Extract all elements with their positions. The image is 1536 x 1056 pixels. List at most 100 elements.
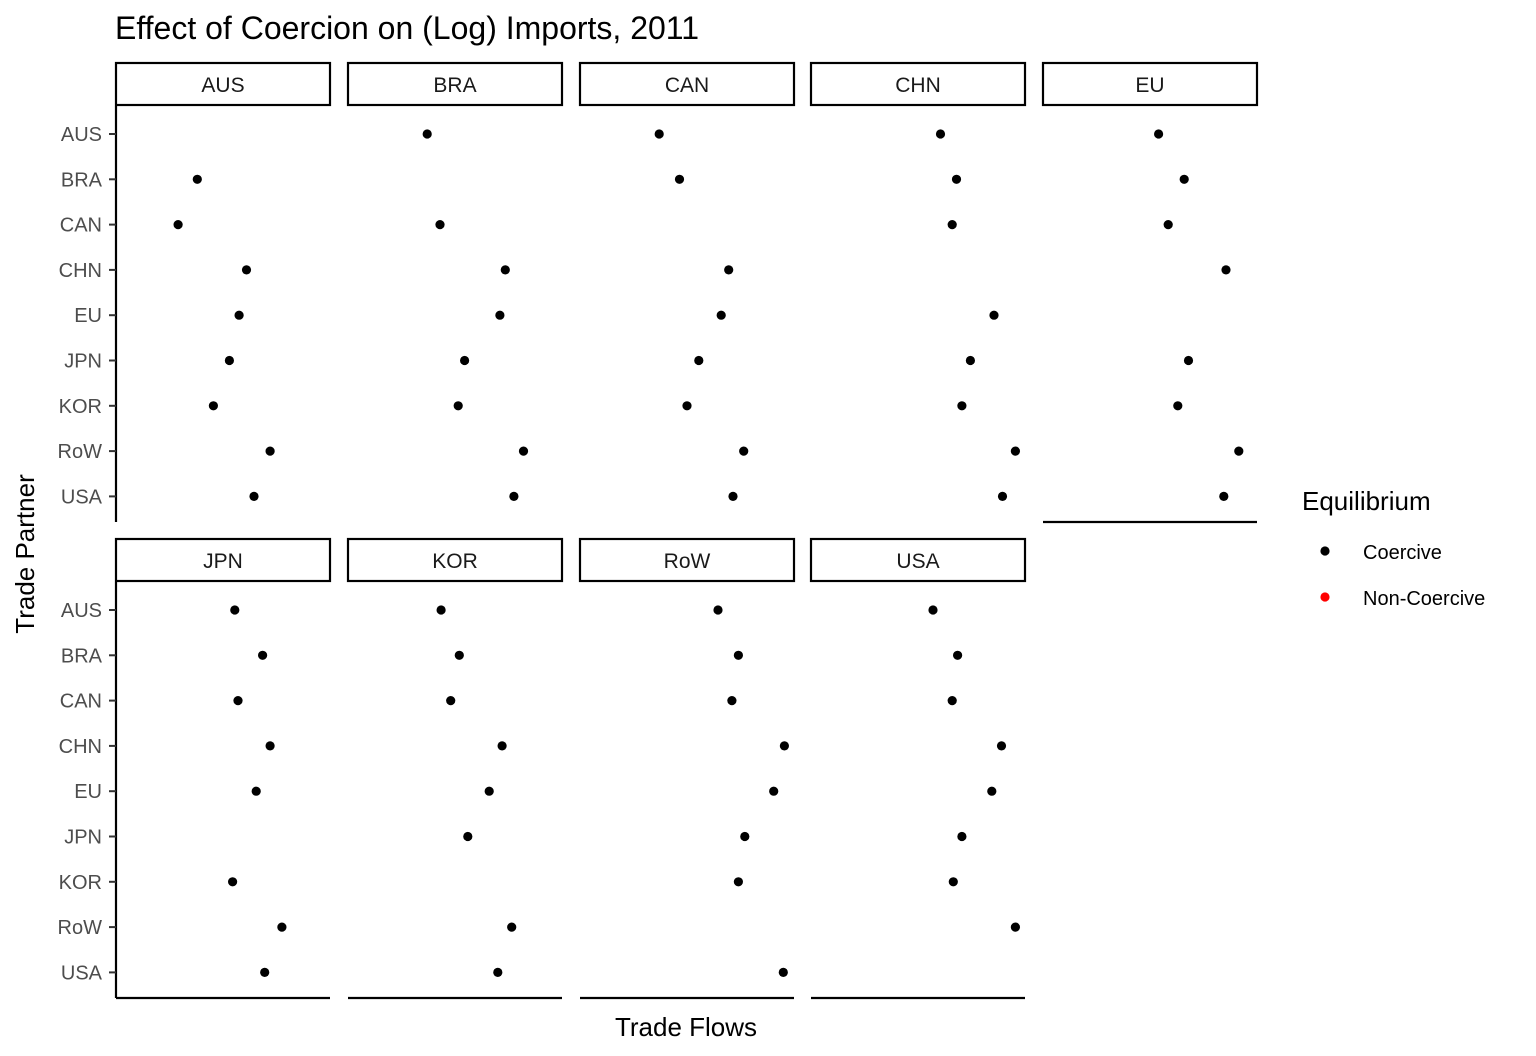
panel-can: CAN [578,61,796,501]
point-jpn-usa [260,967,270,978]
strip-chn [809,61,1027,107]
legend-key [1320,592,1330,602]
panel-kor: KOR [346,537,564,1000]
point-kor-aus [436,605,446,615]
strip-label: RoW [664,550,711,573]
y-tick-label: CHN [59,260,102,282]
point-kor-row [507,922,517,932]
y-tick-label: AUS [61,600,102,622]
point-aus-chn [241,265,252,275]
y-tick-label: CHN [59,736,102,758]
point-chn-usa [997,491,1008,501]
point-eu-bra [1179,174,1189,184]
point-usa-row [1010,922,1021,932]
point-row-jpn [740,831,750,842]
point-eu-usa [1219,491,1229,501]
y-tick-label: BRA [61,645,103,667]
strip-label: JPN [203,550,243,573]
y-tick-label: USA [61,486,103,508]
strip-label: USA [896,550,939,573]
legend-label: Coercive [1363,542,1442,564]
point-chn-aus [935,129,946,139]
point-eu-kor [1173,401,1183,411]
legend-item-coercive: Coercive [1320,542,1442,564]
point-aus-eu [234,310,244,320]
legend-label: Non-Coercive [1363,588,1485,610]
point-jpn-can [233,696,243,706]
point-kor-can [446,696,456,706]
legend: Equilibrium Coercive Non-Coercive [1302,486,1485,610]
chart-title: Effect of Coercion on (Log) Imports, 201… [115,10,699,46]
point-kor-chn [497,741,507,751]
point-jpn-chn [265,741,275,751]
strip-aus [114,61,332,107]
point-jpn-row [277,922,287,932]
y-tick-label: EU [74,305,102,327]
point-row-kor [733,877,744,887]
y-tick-label: JPN [64,827,102,849]
point-eu-jpn [1183,355,1194,366]
point-usa-can [947,696,957,706]
panel-usa: USA [809,537,1027,1000]
panel-aus: AUS AUS BRA CAN CHN EU JPN KOR RoW USA [58,61,332,522]
point-bra-chn [500,265,510,275]
point-aus-jpn [224,355,234,366]
y-tick-label: AUS [61,124,102,146]
point-jpn-aus [230,605,240,615]
point-chn-kor [957,401,967,411]
y-tick-label: USA [61,962,103,984]
point-jpn-kor [228,877,238,887]
strip-label: KOR [432,550,478,573]
point-usa-eu [987,786,997,796]
point-usa-aus [928,605,938,615]
point-row-eu [769,786,779,796]
point-kor-eu [484,786,494,796]
panel-row: RoW [578,537,796,1000]
strip-label: AUS [201,74,244,97]
point-chn-can [947,220,957,230]
point-row-bra [733,650,744,660]
y-tick-label: CAN [60,691,102,713]
point-eu-row [1234,446,1244,456]
point-bra-row [518,446,529,456]
strip-can [578,61,796,107]
point-can-eu [716,310,726,320]
point-usa-bra [953,650,963,660]
legend-item-non-coercive: Non-Coercive [1320,588,1485,610]
strip-kor [346,537,564,583]
point-chn-bra [951,174,962,184]
y-axis-title: Trade Partner [10,474,40,634]
point-chn-row [1010,446,1021,456]
y-tick-label: CAN [60,215,102,237]
y-tick-label: BRA [61,169,103,191]
strip-label: EU [1135,74,1164,97]
point-can-aus [654,129,664,139]
strip-jpn [114,537,332,583]
point-jpn-eu [251,786,261,796]
strip-label: CAN [665,74,709,97]
point-row-chn [779,741,790,751]
point-can-chn [724,265,734,275]
point-eu-can [1163,220,1173,230]
point-can-row [739,446,749,456]
x-axis-title: Trade Flows [615,1012,757,1042]
legend-title: Equilibrium [1302,486,1431,516]
strip-eu [1041,61,1259,107]
y-tick-label: RoW [58,917,103,939]
strip-bra [346,61,564,107]
panel-eu: EU [1041,61,1259,524]
point-can-kor [682,401,692,411]
point-row-aus [713,605,723,615]
point-usa-kor [948,877,958,887]
point-bra-aus [422,129,432,139]
point-row-usa [778,967,788,978]
point-usa-jpn [957,831,967,842]
strip-label: BRA [433,74,476,97]
panel-jpn: JPN AUS BRA CAN CHN EU JPN KOR RoW USA [58,537,332,1000]
legend-entries: Coercive Non-Coercive [1320,542,1485,610]
strip-row [578,537,796,583]
y-tick-label: KOR [59,396,102,418]
y-tick-label: JPN [64,351,102,373]
point-aus-kor [208,401,218,411]
